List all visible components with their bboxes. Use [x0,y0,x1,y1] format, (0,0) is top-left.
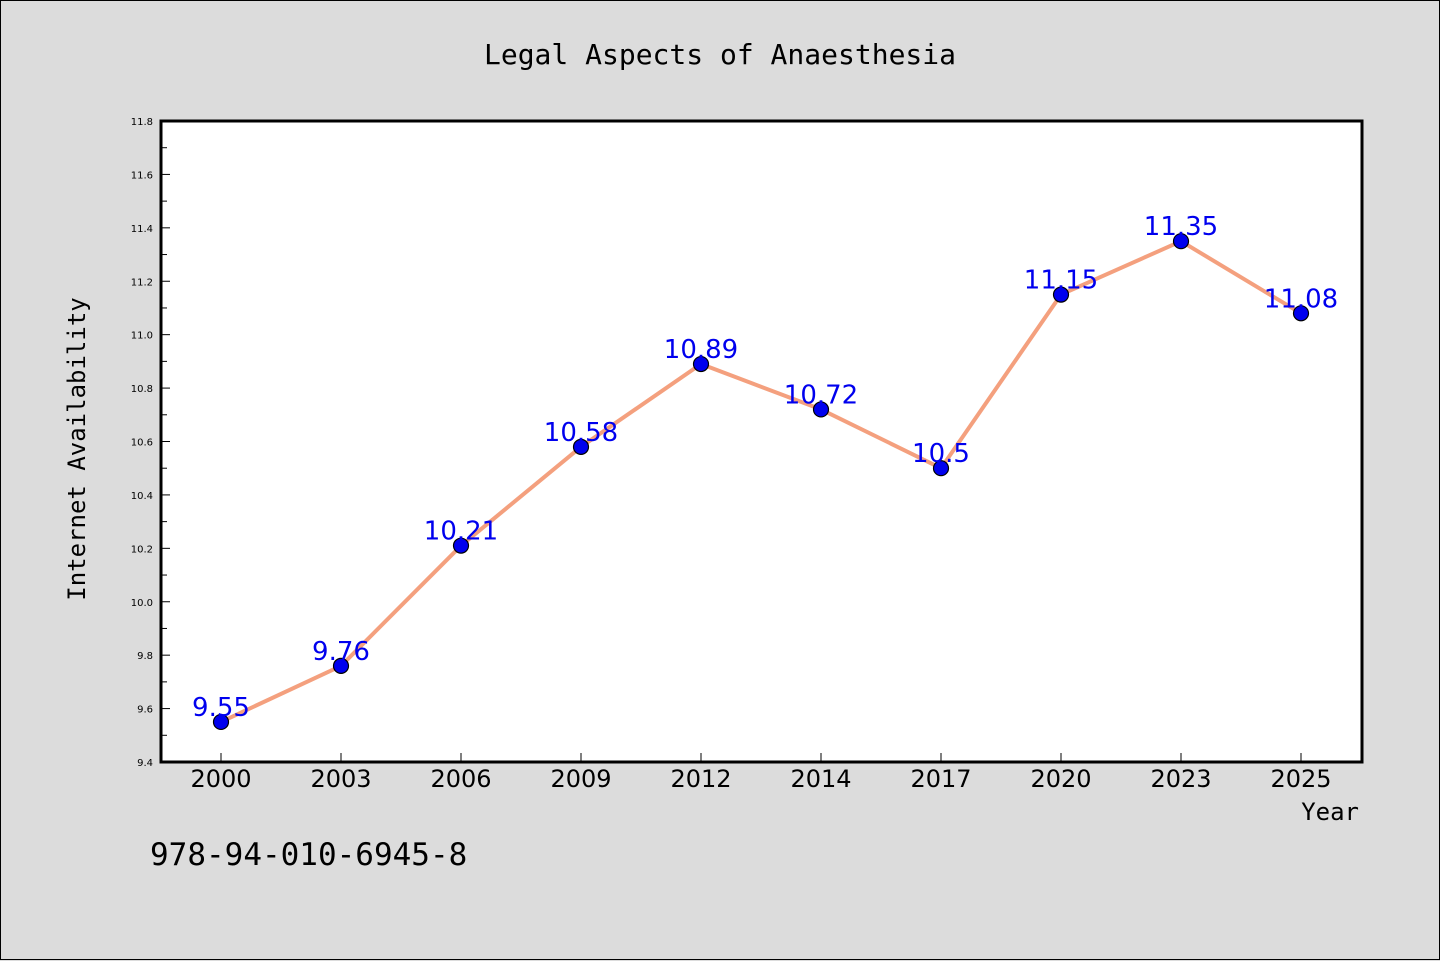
data-labels: 9.55 9.76 10.21 10.58 10.89 10.72 10.5 11.15 11.… [192,212,1338,723]
x-tick-label: 2003 [310,765,371,793]
y-tick-label: 11.6 [131,170,153,181]
x-tick-label: 2025 [1270,765,1331,793]
isbn-text: 978-94-010-6945-8 [150,837,467,873]
data-point [572,438,590,455]
y-tick-label: 10.4 [131,491,153,502]
y-axis: 9.4 9.6 9.8 10.0 10.2 10.4 10.6 10.8 11.0 11.2 11.… [131,117,170,769]
x-tick-label: 2017 [910,765,971,793]
y-tick-label: 10.8 [131,384,153,395]
data-point [452,537,470,554]
y-tick-label: 9.6 [137,705,153,716]
y-tick-label: 9.4 [137,758,153,769]
data-label: 11.15 [1024,266,1098,296]
data-point [1292,305,1310,322]
data-point [212,713,230,731]
x-tick-label: 2020 [1030,765,1091,793]
data-label: 10.5 [912,439,970,469]
data-point [332,657,350,674]
y-tick-label: 10.0 [131,598,153,609]
data-point [932,460,950,477]
data-label: 9.55 [192,693,250,723]
series-line [220,239,1303,724]
x-tick-label: 2009 [550,765,611,793]
chart-title: Legal Aspects of Anaesthesia [484,38,956,71]
y-tick-label: 11.8 [131,117,153,128]
x-axis-label: Year [1301,798,1359,826]
data-markers [212,233,1310,731]
y-axis-label: Internet Availability [63,297,91,600]
x-tick-label: 2023 [1150,765,1211,793]
x-tick-label: 2006 [430,765,491,793]
data-label: 10.72 [784,380,858,410]
data-point [1172,233,1190,250]
y-tick-label: 11.2 [131,277,153,288]
y-tick-label: 10.6 [131,438,153,449]
y-tick-label: 9.8 [137,651,153,662]
x-axis: 2000 2003 2006 2009 2012 2014 2017 2020 2023 2025 [190,753,1332,793]
data-label: 11.08 [1264,284,1338,314]
x-tick-label: 2014 [790,765,851,793]
data-label: 9.76 [312,637,370,667]
data-label: 10.58 [544,418,618,448]
y-tick-label: 11.0 [131,331,153,342]
y-tick-label: 11.4 [131,224,153,235]
data-point [1052,286,1070,303]
data-label: 11.35 [1144,212,1218,242]
data-label: 10.21 [424,517,498,547]
x-tick-label: 2000 [190,765,251,793]
data-label: 10.89 [664,335,738,365]
y-tick-label: 10.2 [131,544,153,555]
x-tick-label: 2012 [670,765,731,793]
data-point [692,355,710,373]
data-point [812,401,830,418]
plot-area [159,119,1364,764]
